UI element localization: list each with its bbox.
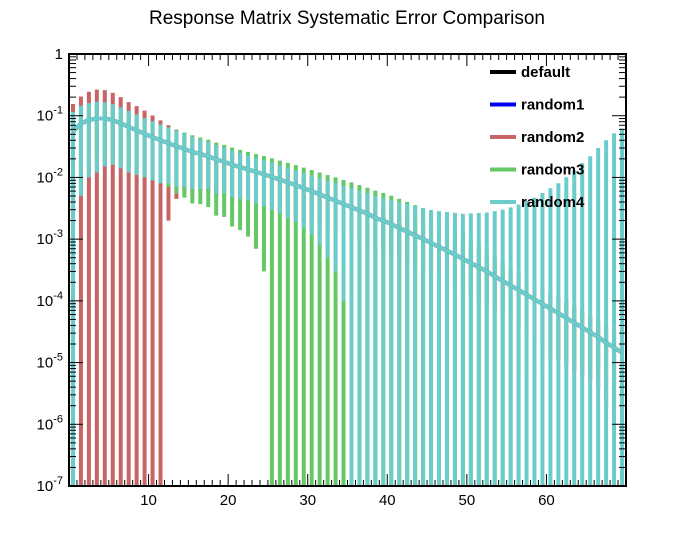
y-tick-label: 10-4 (37, 290, 63, 310)
legend-label: default (521, 64, 570, 81)
y-tick-label: 10-3 (37, 228, 63, 248)
x-tick-label: 60 (538, 492, 555, 509)
series-line-random4 (71, 116, 624, 355)
legend-item-random4: random4 (490, 194, 585, 211)
x-tick-label: 10 (140, 492, 157, 509)
y-tick-label: 10-1 (37, 105, 63, 125)
legend-label: random4 (521, 194, 585, 211)
y-axis: 10-7 10-6 10-5 10-4 10-3 10-2 10-1 1 (37, 46, 626, 495)
error-bars-random2 (70, 89, 625, 486)
y-tick-label: 10-2 (37, 166, 63, 186)
x-tick-label: 40 (379, 492, 396, 509)
series-lines-layer (71, 116, 624, 355)
chart-title: Response Matrix Systematic Error Compari… (149, 8, 545, 29)
legend: default random1 random2 random3 random4 (490, 64, 585, 211)
legend-item-random1: random1 (490, 97, 584, 114)
legend-item-default: default (490, 64, 570, 81)
x-axis: 10 20 30 40 50 60 (76, 54, 619, 509)
series-line-random3 (71, 116, 624, 355)
series-line-random2 (71, 116, 624, 355)
legend-label: random3 (521, 162, 584, 179)
legend-label: random1 (521, 97, 584, 114)
error-bars-layer (70, 89, 625, 486)
x-tick-label: 20 (220, 492, 237, 509)
series-line-default (71, 116, 624, 355)
legend-item-random3: random3 (490, 162, 584, 179)
x-tick-label: 30 (299, 492, 316, 509)
y-tick-label: 1 (55, 46, 63, 63)
legend-item-random2: random2 (490, 129, 584, 146)
series-line-random1 (71, 116, 624, 355)
legend-label: random2 (521, 129, 584, 146)
y-tick-label: 10-6 (37, 413, 63, 433)
x-tick-label: 50 (459, 492, 476, 509)
y-tick-label: 10-5 (37, 352, 63, 372)
y-tick-label: 10-7 (37, 475, 63, 495)
error-bars-random4 (70, 101, 625, 486)
